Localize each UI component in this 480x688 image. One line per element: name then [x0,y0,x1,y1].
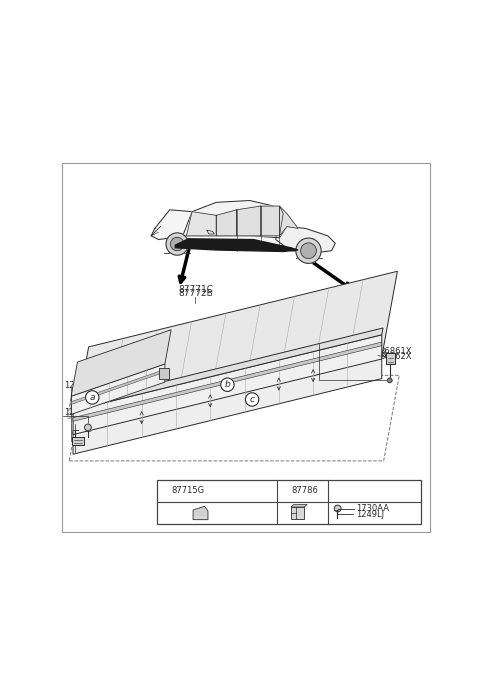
Polygon shape [71,364,165,414]
Circle shape [335,505,341,512]
Text: 87786: 87786 [292,486,319,495]
Text: 1249PN: 1249PN [64,408,96,417]
Text: c: c [335,486,339,495]
Text: 86862X: 86862X [379,352,412,361]
Polygon shape [73,328,383,411]
Polygon shape [71,330,171,396]
Text: a: a [163,486,167,495]
Text: 1249LJ: 1249LJ [320,337,348,346]
Text: 87752D: 87752D [358,289,393,298]
Text: 86848A: 86848A [79,431,112,440]
Circle shape [84,424,91,431]
Polygon shape [279,206,298,236]
Polygon shape [237,206,261,236]
Polygon shape [71,369,165,405]
Text: c: c [250,395,254,404]
Polygon shape [73,335,382,435]
Polygon shape [291,504,307,507]
Circle shape [245,393,259,406]
Polygon shape [276,213,335,252]
Text: 87772B: 87772B [178,289,213,298]
Text: 1249LJ: 1249LJ [356,510,384,519]
Text: 87771C: 87771C [178,285,213,294]
Circle shape [281,486,289,495]
Polygon shape [151,210,202,239]
Text: 86861X: 86861X [379,347,412,356]
Circle shape [300,243,316,259]
Text: 87751D: 87751D [358,285,393,294]
Circle shape [296,238,321,264]
Text: 87715G: 87715G [172,486,205,495]
Text: 1249LQ: 1249LQ [64,381,96,390]
Circle shape [332,486,341,495]
Circle shape [85,391,99,404]
Polygon shape [193,506,208,519]
Polygon shape [72,438,84,446]
Polygon shape [73,271,397,433]
Polygon shape [183,200,287,237]
Polygon shape [216,210,237,236]
Polygon shape [261,206,283,236]
Text: b: b [225,380,230,389]
Circle shape [160,486,169,495]
Polygon shape [159,368,168,379]
Circle shape [387,378,392,383]
Polygon shape [155,210,332,252]
Polygon shape [386,353,396,365]
Polygon shape [186,212,216,236]
Text: a: a [89,393,95,402]
Circle shape [170,237,184,250]
Polygon shape [73,342,382,421]
Text: b: b [283,486,288,495]
Text: 1730AA: 1730AA [356,504,389,513]
FancyBboxPatch shape [156,480,421,524]
Circle shape [221,378,234,391]
Circle shape [166,233,188,255]
Polygon shape [291,507,304,519]
Polygon shape [175,239,298,252]
Polygon shape [73,357,382,454]
